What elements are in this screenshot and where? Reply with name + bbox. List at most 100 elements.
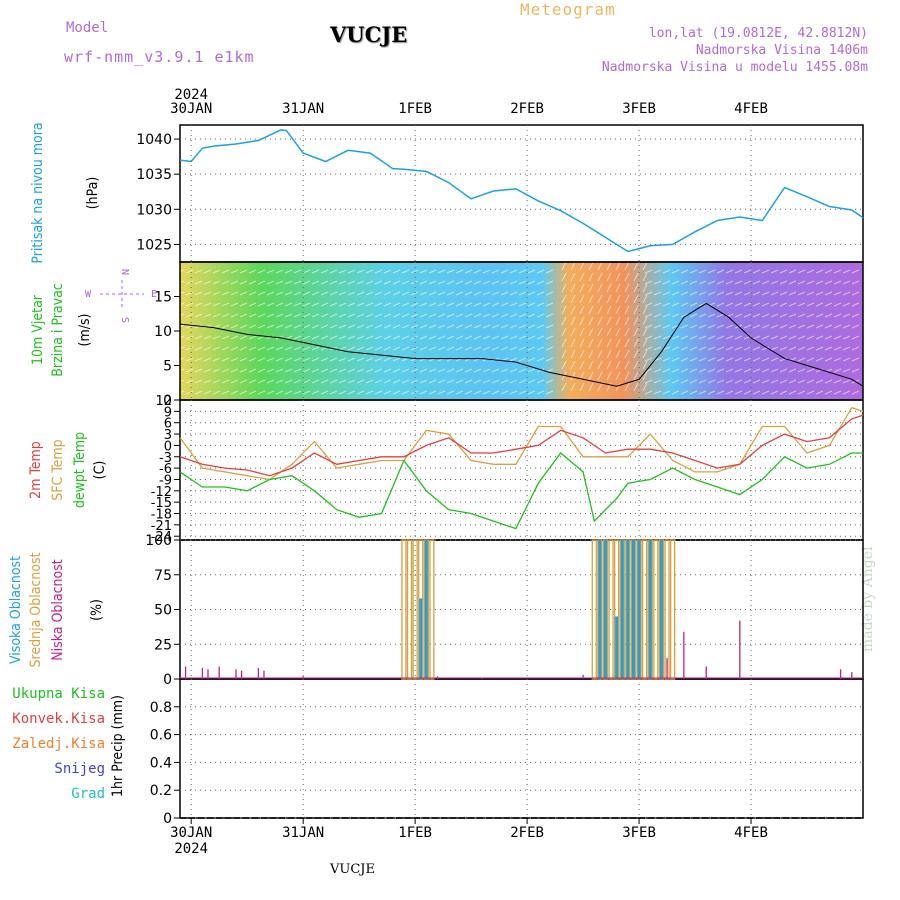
- dewpoint-line: [179, 452, 863, 530]
- wind-barb: [680, 324, 689, 329]
- wind-barb: [779, 280, 788, 285]
- wind-barb: [624, 327, 630, 337]
- wind-barb: [545, 335, 554, 340]
- wind-barb: [752, 346, 761, 351]
- wind-barb: [851, 368, 860, 373]
- wind-barb: [293, 269, 302, 274]
- wind-barb: [410, 368, 419, 373]
- high-cloud-bar: [419, 598, 423, 679]
- wind-barb: [743, 368, 752, 373]
- wind-barb: [329, 368, 338, 373]
- wind-barb: [806, 324, 815, 329]
- wind-barb: [851, 346, 860, 351]
- wind-barb: [518, 346, 527, 351]
- wind-barb: [716, 324, 725, 329]
- wind-barb: [642, 327, 648, 337]
- wind-barb: [230, 302, 239, 307]
- wind-barb: [320, 269, 329, 274]
- wind-barb: [689, 280, 698, 285]
- wind-barb: [212, 368, 221, 373]
- wind-barb: [473, 313, 482, 318]
- wind-barb: [491, 313, 500, 318]
- wind-barb: [392, 324, 401, 329]
- high-cloud-bar: [615, 616, 619, 679]
- wind-barb: [347, 335, 356, 340]
- wind-barb: [642, 382, 648, 392]
- wind-barb: [788, 280, 797, 285]
- y-tick-label: 50: [154, 603, 172, 619]
- wind-barb: [203, 302, 212, 307]
- wind-barb: [419, 291, 428, 296]
- wind-barb: [788, 368, 797, 373]
- wind-barb: [797, 324, 806, 329]
- wind-barb: [725, 368, 734, 373]
- wind-barb: [356, 324, 365, 329]
- wind-barb: [597, 272, 603, 282]
- wind-barb: [561, 382, 567, 392]
- wind-barb: [536, 379, 545, 384]
- wind-barb: [680, 390, 689, 395]
- high-cloud-bar: [648, 540, 652, 679]
- high-cloud-bar: [603, 540, 607, 679]
- wind-barb: [527, 390, 536, 395]
- wind-barb: [624, 261, 630, 271]
- mid-cloud-bar: [591, 539, 597, 680]
- wind-barb: [779, 368, 788, 373]
- model-label: Model: [66, 20, 109, 36]
- wind-barb: [716, 313, 725, 318]
- wind-barb: [597, 316, 603, 326]
- wind-barb: [266, 324, 275, 329]
- wind-barb: [419, 346, 428, 351]
- wind-barb: [437, 269, 446, 274]
- wind-barb: [482, 379, 491, 384]
- wind-barb: [561, 283, 567, 293]
- wind-barb: [320, 324, 329, 329]
- wind-barb: [851, 335, 860, 340]
- high-cloud-bar: [626, 540, 630, 679]
- wind-barb: [383, 357, 392, 362]
- wind-barb: [671, 346, 680, 351]
- wind-barb: [842, 324, 851, 329]
- wind-barb: [615, 283, 621, 293]
- wind-barb: [185, 302, 194, 307]
- y-tick-label: -6: [159, 462, 172, 477]
- wind-barb: [597, 327, 603, 337]
- y-tick-label: 0.8: [150, 700, 172, 716]
- wind-barb: [446, 324, 455, 329]
- wind-barb: [491, 291, 500, 296]
- wind-barb: [374, 324, 383, 329]
- wind-barb: [185, 368, 194, 373]
- wind-barb: [833, 390, 842, 395]
- wind-barb: [579, 327, 585, 337]
- high-cloud-axis-label: Visoka Oblacnost: [8, 556, 24, 664]
- wind-barb: [194, 269, 203, 274]
- wind-barb: [527, 357, 536, 362]
- wind-barb: [338, 390, 347, 395]
- wind-barb: [624, 338, 630, 348]
- wind-barb: [491, 390, 500, 395]
- wind-barb: [833, 346, 842, 351]
- wind-barb: [545, 357, 554, 362]
- wind-barb: [347, 379, 356, 384]
- wind-barb: [203, 291, 212, 296]
- wind-barb: [518, 335, 527, 340]
- wind-barb: [293, 379, 302, 384]
- wind-barb: [257, 324, 266, 329]
- wind-barb: [644, 269, 653, 274]
- wind-barb: [761, 346, 770, 351]
- wind-barb: [365, 291, 374, 296]
- wind-barb: [570, 283, 576, 293]
- wind-barb: [761, 313, 770, 318]
- wind-barb: [698, 269, 707, 274]
- wind-barb: [437, 335, 446, 340]
- wind-barb: [500, 280, 509, 285]
- wind-barb: [392, 269, 401, 274]
- wind-barb: [779, 324, 788, 329]
- wind-barb: [680, 379, 689, 384]
- wind-barb: [779, 390, 788, 395]
- wind-barb: [419, 269, 428, 274]
- wind-barb: [365, 280, 374, 285]
- wind-barb: [653, 368, 662, 373]
- wind-barb: [374, 379, 383, 384]
- wind-barb: [606, 338, 612, 348]
